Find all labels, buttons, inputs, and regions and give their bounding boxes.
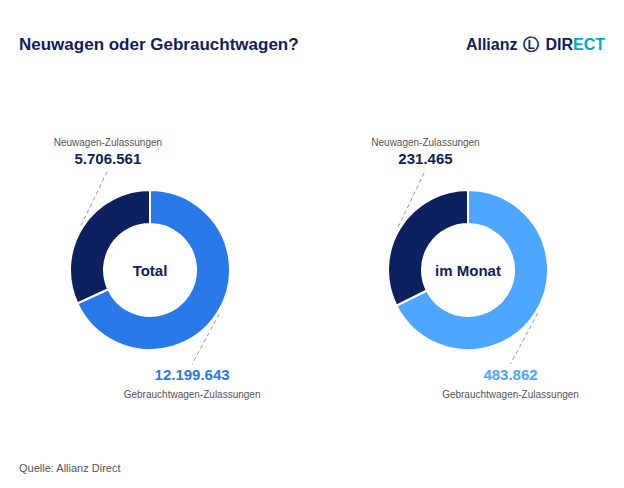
leader-line bbox=[81, 170, 108, 226]
data-label: 231.465 bbox=[398, 150, 452, 167]
logo-part: Allianz bbox=[466, 36, 518, 53]
slice-label: Gebrauchtwagen-Zulassungen bbox=[442, 389, 579, 400]
logo: Allianz Ⓛ DIRECT bbox=[466, 36, 605, 53]
slice-label: Gebrauchtwagen-Zulassungen bbox=[124, 389, 261, 400]
slice-label: Neuwagen-Zulassungen bbox=[54, 137, 162, 148]
donut bbox=[70, 190, 230, 350]
logo-part: DI bbox=[545, 36, 561, 53]
logo-part: R bbox=[561, 36, 573, 53]
data-label: 483.862 bbox=[483, 366, 537, 383]
center-label: im Monat bbox=[435, 262, 501, 279]
slice bbox=[70, 190, 150, 303]
slice-label: Neuwagen-Zulassungen bbox=[371, 137, 479, 148]
chart: Gebrauchtwagen-Zulassungen 12.199.643 Neuw… bbox=[0, 0, 624, 488]
leader-line bbox=[511, 313, 538, 364]
data-label: 12.199.643 bbox=[155, 366, 230, 383]
logo-part: ECT bbox=[573, 36, 605, 53]
center-label: Total bbox=[133, 262, 168, 279]
source: Quelle: Allianz Direct bbox=[19, 462, 121, 474]
logo-part: Ⓛ bbox=[523, 36, 539, 53]
title: Neuwagen oder Gebrauchtwagen? bbox=[19, 35, 299, 54]
slice bbox=[388, 190, 468, 306]
data-label: 5.706.561 bbox=[75, 150, 142, 167]
leader-line bbox=[192, 314, 219, 364]
leader-line bbox=[398, 170, 425, 227]
donut bbox=[388, 190, 548, 350]
